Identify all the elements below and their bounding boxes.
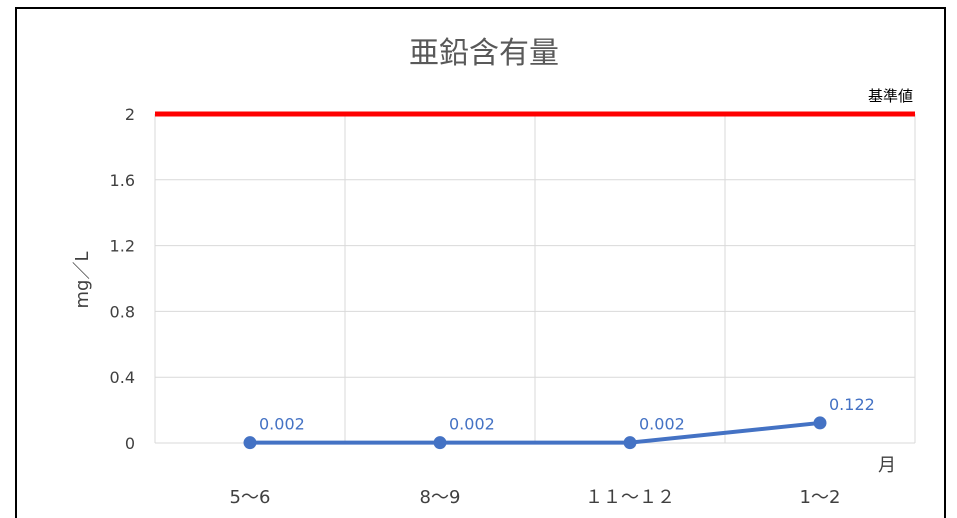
y-tick-label: 0: [125, 434, 135, 453]
data-series: 0.002 0.002 0.002 0.122: [243, 395, 875, 450]
data-label: 0.122: [829, 395, 875, 414]
chart-title: 亜鉛含有量: [409, 36, 559, 71]
data-label: 0.002: [449, 415, 495, 434]
series-line: [250, 420, 821, 445]
x-tick-label: 5～6: [230, 487, 271, 508]
data-label: 0.002: [259, 415, 305, 434]
data-point: [243, 436, 257, 450]
y-tick-label: 0.8: [110, 302, 135, 321]
reference-line-group: 基準値: [155, 87, 915, 117]
x-tick-label: １１～１２: [585, 487, 675, 508]
y-axis-title: mg／L: [72, 252, 93, 309]
chart-frame: [15, 7, 946, 518]
y-tick-label: 2: [125, 105, 135, 124]
data-point: [623, 436, 637, 450]
data-point: [813, 416, 827, 430]
y-axis-ticks: 0 0.4 0.8 1.2 1.6 2: [110, 105, 135, 453]
y-tick-label: 0.4: [110, 368, 135, 387]
reference-line-label: 基準値: [868, 87, 913, 105]
data-label: 0.002: [639, 415, 685, 434]
x-axis-ticks: 5～6 8～9 １１～１２ 1～2: [230, 487, 841, 508]
x-axis-title: 月: [878, 455, 896, 476]
data-point: [433, 436, 447, 450]
y-tick-label: 1.6: [110, 171, 135, 190]
y-tick-label: 1.2: [110, 237, 135, 256]
x-tick-label: 8～9: [420, 487, 461, 508]
x-tick-label: 1～2: [800, 487, 841, 508]
